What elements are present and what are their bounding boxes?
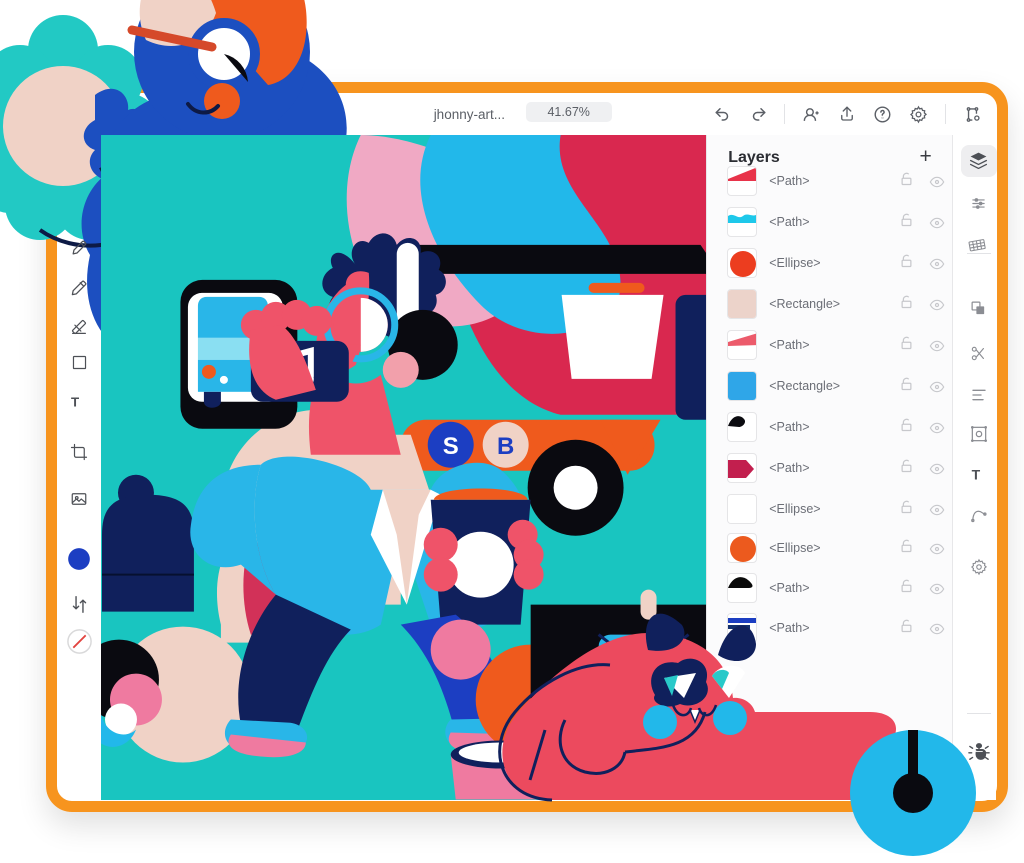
svg-text:T: T [71, 394, 79, 409]
svg-text:B: B [497, 433, 514, 460]
svg-text:S: S [442, 433, 458, 460]
svg-text:T: T [971, 467, 980, 483]
